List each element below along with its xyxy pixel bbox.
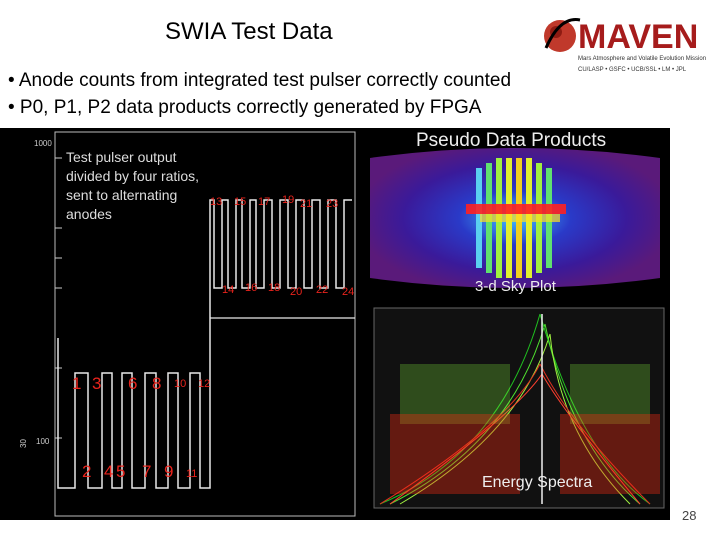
y-tick-1000: 1000	[34, 139, 52, 148]
anode-label: 14	[222, 284, 235, 296]
pseudo-data-heading: Pseudo Data Products	[416, 130, 607, 151]
anode-label: 18	[268, 282, 281, 294]
anode-label: 20	[290, 286, 303, 298]
sky-plot-canvas	[370, 148, 660, 288]
bullet-data-products: • P0, P1, P2 data products correctly gen…	[8, 97, 482, 118]
anode-label: 11	[186, 468, 198, 480]
y-tick-100: 100	[36, 437, 50, 446]
maven-logo: MAVEN Mars Atmosphere and Volatile Evolu…	[544, 18, 706, 73]
pulser-plot-canvas: 1000 100 30	[19, 131, 356, 517]
anode-label: 13	[210, 196, 223, 208]
anode-label: 24	[342, 286, 355, 298]
caption-line: sent to alternating	[66, 187, 178, 203]
anode-label: 22	[316, 284, 329, 296]
anode-label: 23	[326, 198, 339, 210]
anode-label: 1	[72, 374, 82, 393]
bullet-anode-counts: • Anode counts from integrated test puls…	[8, 70, 512, 91]
energy-spectra-panel: Energy Spectra	[360, 304, 670, 520]
anode-label: 16	[245, 282, 258, 294]
anode-label: 5	[116, 462, 126, 481]
energy-spectra-label: Energy Spectra	[482, 474, 593, 491]
logo-wordmark: MAVEN	[578, 18, 698, 56]
logo-partners: CU/LASP • GSFC • UCB/SSL • LM • JPL	[578, 67, 687, 73]
slide-title: SWIA Test Data	[165, 18, 333, 45]
sky-plot-panel: Pseudo Data Products 3-d Sky Plot	[360, 128, 670, 304]
anode-label: 2	[82, 462, 92, 481]
anode-label: 17	[258, 196, 271, 208]
anode-label: 19	[282, 194, 295, 206]
sky-plot-label: 3-d Sky Plot	[475, 278, 556, 295]
anode-label: 21	[300, 198, 313, 210]
anode-label: 6	[128, 374, 138, 393]
y-axis-label: 30	[19, 439, 28, 448]
anode-label: 15	[234, 196, 247, 208]
anode-label: 8	[152, 374, 162, 393]
caption-line: anodes	[66, 206, 112, 222]
anode-label: 4	[104, 462, 114, 481]
pulser-caption: Test pulser output divided by four ratio…	[66, 148, 236, 224]
anode-label: 12	[198, 378, 211, 390]
caption-line: divided by four ratios,	[66, 168, 200, 184]
pulser-waveform	[57, 199, 352, 489]
caption-line: Test pulser output	[66, 149, 177, 165]
page-number: 28	[682, 508, 697, 523]
logo-tagline: Mars Atmosphere and Volatile Evolution M…	[578, 56, 706, 62]
energy-spectra-canvas	[373, 307, 665, 509]
pulser-plot-panel: 1000 100 30 Test pulser output divided b…	[0, 128, 360, 520]
anode-label: 3	[92, 374, 102, 393]
anode-label: 7	[142, 462, 152, 481]
anode-label: 9	[164, 462, 174, 481]
anode-label: 10	[174, 378, 187, 390]
